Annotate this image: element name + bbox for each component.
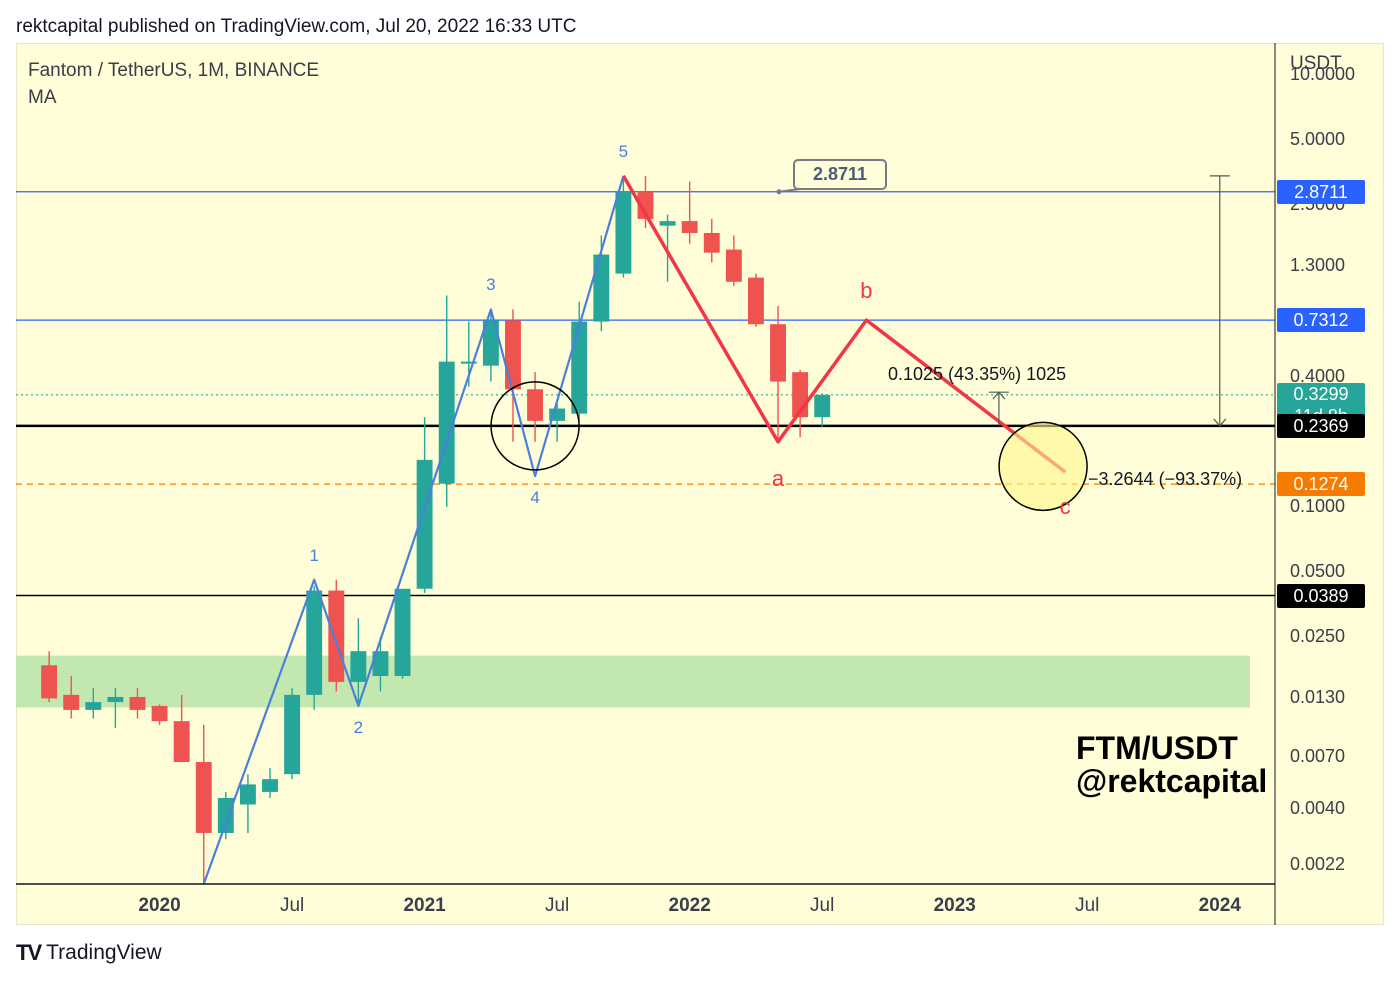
price-tag[interactable]: 0.7312: [1277, 308, 1365, 333]
measure-layer: [776, 175, 1230, 427]
footer: TV TradingView: [16, 940, 162, 966]
watermark-pair: FTM/USDT: [1076, 730, 1238, 766]
candle-body[interactable]: [571, 321, 588, 414]
time-tick-label: 2020: [138, 895, 181, 916]
time-tick-label: 2022: [668, 895, 711, 916]
impulse-wave-line[interactable]: [202, 175, 625, 885]
time-tick-label: 2023: [933, 895, 976, 916]
down-measure-label: −3.2644 (−93.37%): [1088, 469, 1243, 489]
wave-label: a: [771, 465, 785, 491]
price-tick-label: 10.0000: [1290, 63, 1356, 84]
publish-header: rektcapital published on TradingView.com…: [16, 16, 577, 37]
watermark-author: @rektcapital: [1076, 763, 1268, 799]
price-tag[interactable]: 2.8711: [1277, 179, 1365, 204]
candle-body[interactable]: [681, 221, 698, 233]
candle-body[interactable]: [615, 191, 632, 274]
wave-label: 5: [618, 141, 629, 161]
candle-body[interactable]: [725, 249, 742, 282]
highlight-circle[interactable]: [490, 381, 580, 471]
wave-label: c: [1059, 494, 1071, 519]
price-tick-label: 1.3000: [1290, 255, 1346, 276]
indicator-label[interactable]: MA: [28, 87, 57, 108]
price-tick-label: 0.0040: [1290, 798, 1346, 819]
candle-body[interactable]: [85, 702, 102, 710]
candle-body[interactable]: [306, 590, 323, 695]
price-tick-label: 0.4000: [1290, 365, 1346, 386]
candle-body[interactable]: [394, 588, 411, 677]
candle-body[interactable]: [637, 191, 654, 219]
candles-layer: [41, 175, 831, 884]
price-tag[interactable]: 0.0389: [1277, 583, 1365, 608]
down-measure-arrow: [1213, 418, 1227, 427]
price-tick-label: 0.0070: [1290, 745, 1346, 766]
symbol-title: Fantom / TetherUS, 1M, BINANCE: [28, 60, 320, 81]
candle-body[interactable]: [151, 705, 168, 722]
candle-body[interactable]: [239, 784, 256, 805]
waves-layer: [202, 175, 1067, 885]
time-tick-label: Jul: [544, 895, 570, 916]
tradingview-logo-icon: TV: [16, 940, 42, 965]
support-zone: [16, 655, 1250, 708]
wave-label: 1: [309, 545, 319, 565]
up-measure-arrow: [992, 391, 1006, 400]
price-tick-label: 5.0000: [1290, 128, 1346, 149]
price-tag[interactable]: 0.1274: [1277, 472, 1365, 497]
wave-label: 2: [353, 717, 364, 737]
candle-body[interactable]: [747, 277, 764, 325]
candle-body[interactable]: [593, 254, 610, 322]
up-measure-label: 0.1025 (43.35%) 1025: [888, 364, 1067, 384]
candle-body[interactable]: [482, 320, 499, 366]
price-tick-label: 0.0022: [1290, 854, 1346, 875]
candle-body[interactable]: [284, 694, 301, 775]
footer-brand: TradingView: [46, 941, 162, 964]
candle-body[interactable]: [372, 651, 389, 677]
candle-body[interactable]: [173, 721, 190, 763]
candle-body[interactable]: [107, 696, 124, 703]
price-tick-label: 0.1000: [1290, 495, 1346, 516]
time-tick-label: 2021: [403, 895, 446, 916]
candle-body[interactable]: [328, 590, 345, 682]
candle-body[interactable]: [129, 696, 146, 710]
support-zone-layer: [16, 655, 1250, 708]
price-tick-label: 0.0500: [1290, 560, 1346, 581]
candle-body[interactable]: [659, 221, 676, 226]
candle-body[interactable]: [63, 694, 80, 710]
time-tick-label: Jul: [1075, 895, 1100, 916]
candle-body[interactable]: [703, 232, 720, 253]
highlight-circle[interactable]: [998, 421, 1088, 512]
candle-body[interactable]: [195, 762, 212, 833]
price-callout[interactable]: 2.8711: [793, 159, 887, 190]
candle-body[interactable]: [814, 394, 831, 418]
price-tick-label: 0.0250: [1290, 626, 1346, 646]
price-tick-label: 0.0130: [1290, 687, 1346, 708]
candle-body[interactable]: [416, 459, 433, 589]
price-tag-value: 0.3299: [1293, 383, 1349, 404]
candle-body[interactable]: [505, 320, 521, 390]
candle-body[interactable]: [460, 361, 477, 364]
callout-anchor: [776, 189, 782, 195]
circles-layer: [490, 381, 1088, 512]
wave-label: b: [860, 278, 873, 304]
corrective-wave-line[interactable]: [621, 175, 1067, 474]
candle-body[interactable]: [217, 797, 234, 833]
level-lines-layer: [16, 191, 1275, 597]
candle-body[interactable]: [770, 324, 786, 382]
candle-body[interactable]: [527, 389, 544, 421]
axis-unit-label: USDT: [1290, 53, 1342, 74]
price-tag[interactable]: 0.2369: [1277, 413, 1365, 438]
candle-body[interactable]: [41, 665, 58, 699]
candle-body[interactable]: [350, 651, 367, 682]
time-tick-label: Jul: [279, 895, 305, 916]
wave-label: 3: [486, 275, 496, 295]
watermark: FTM/USDT @rektcapital: [1076, 732, 1267, 798]
wave-label: 4: [530, 487, 540, 507]
candle-body[interactable]: [262, 779, 278, 792]
time-tick-label: 2024: [1198, 895, 1241, 916]
time-tick-label: Jul: [810, 895, 835, 916]
